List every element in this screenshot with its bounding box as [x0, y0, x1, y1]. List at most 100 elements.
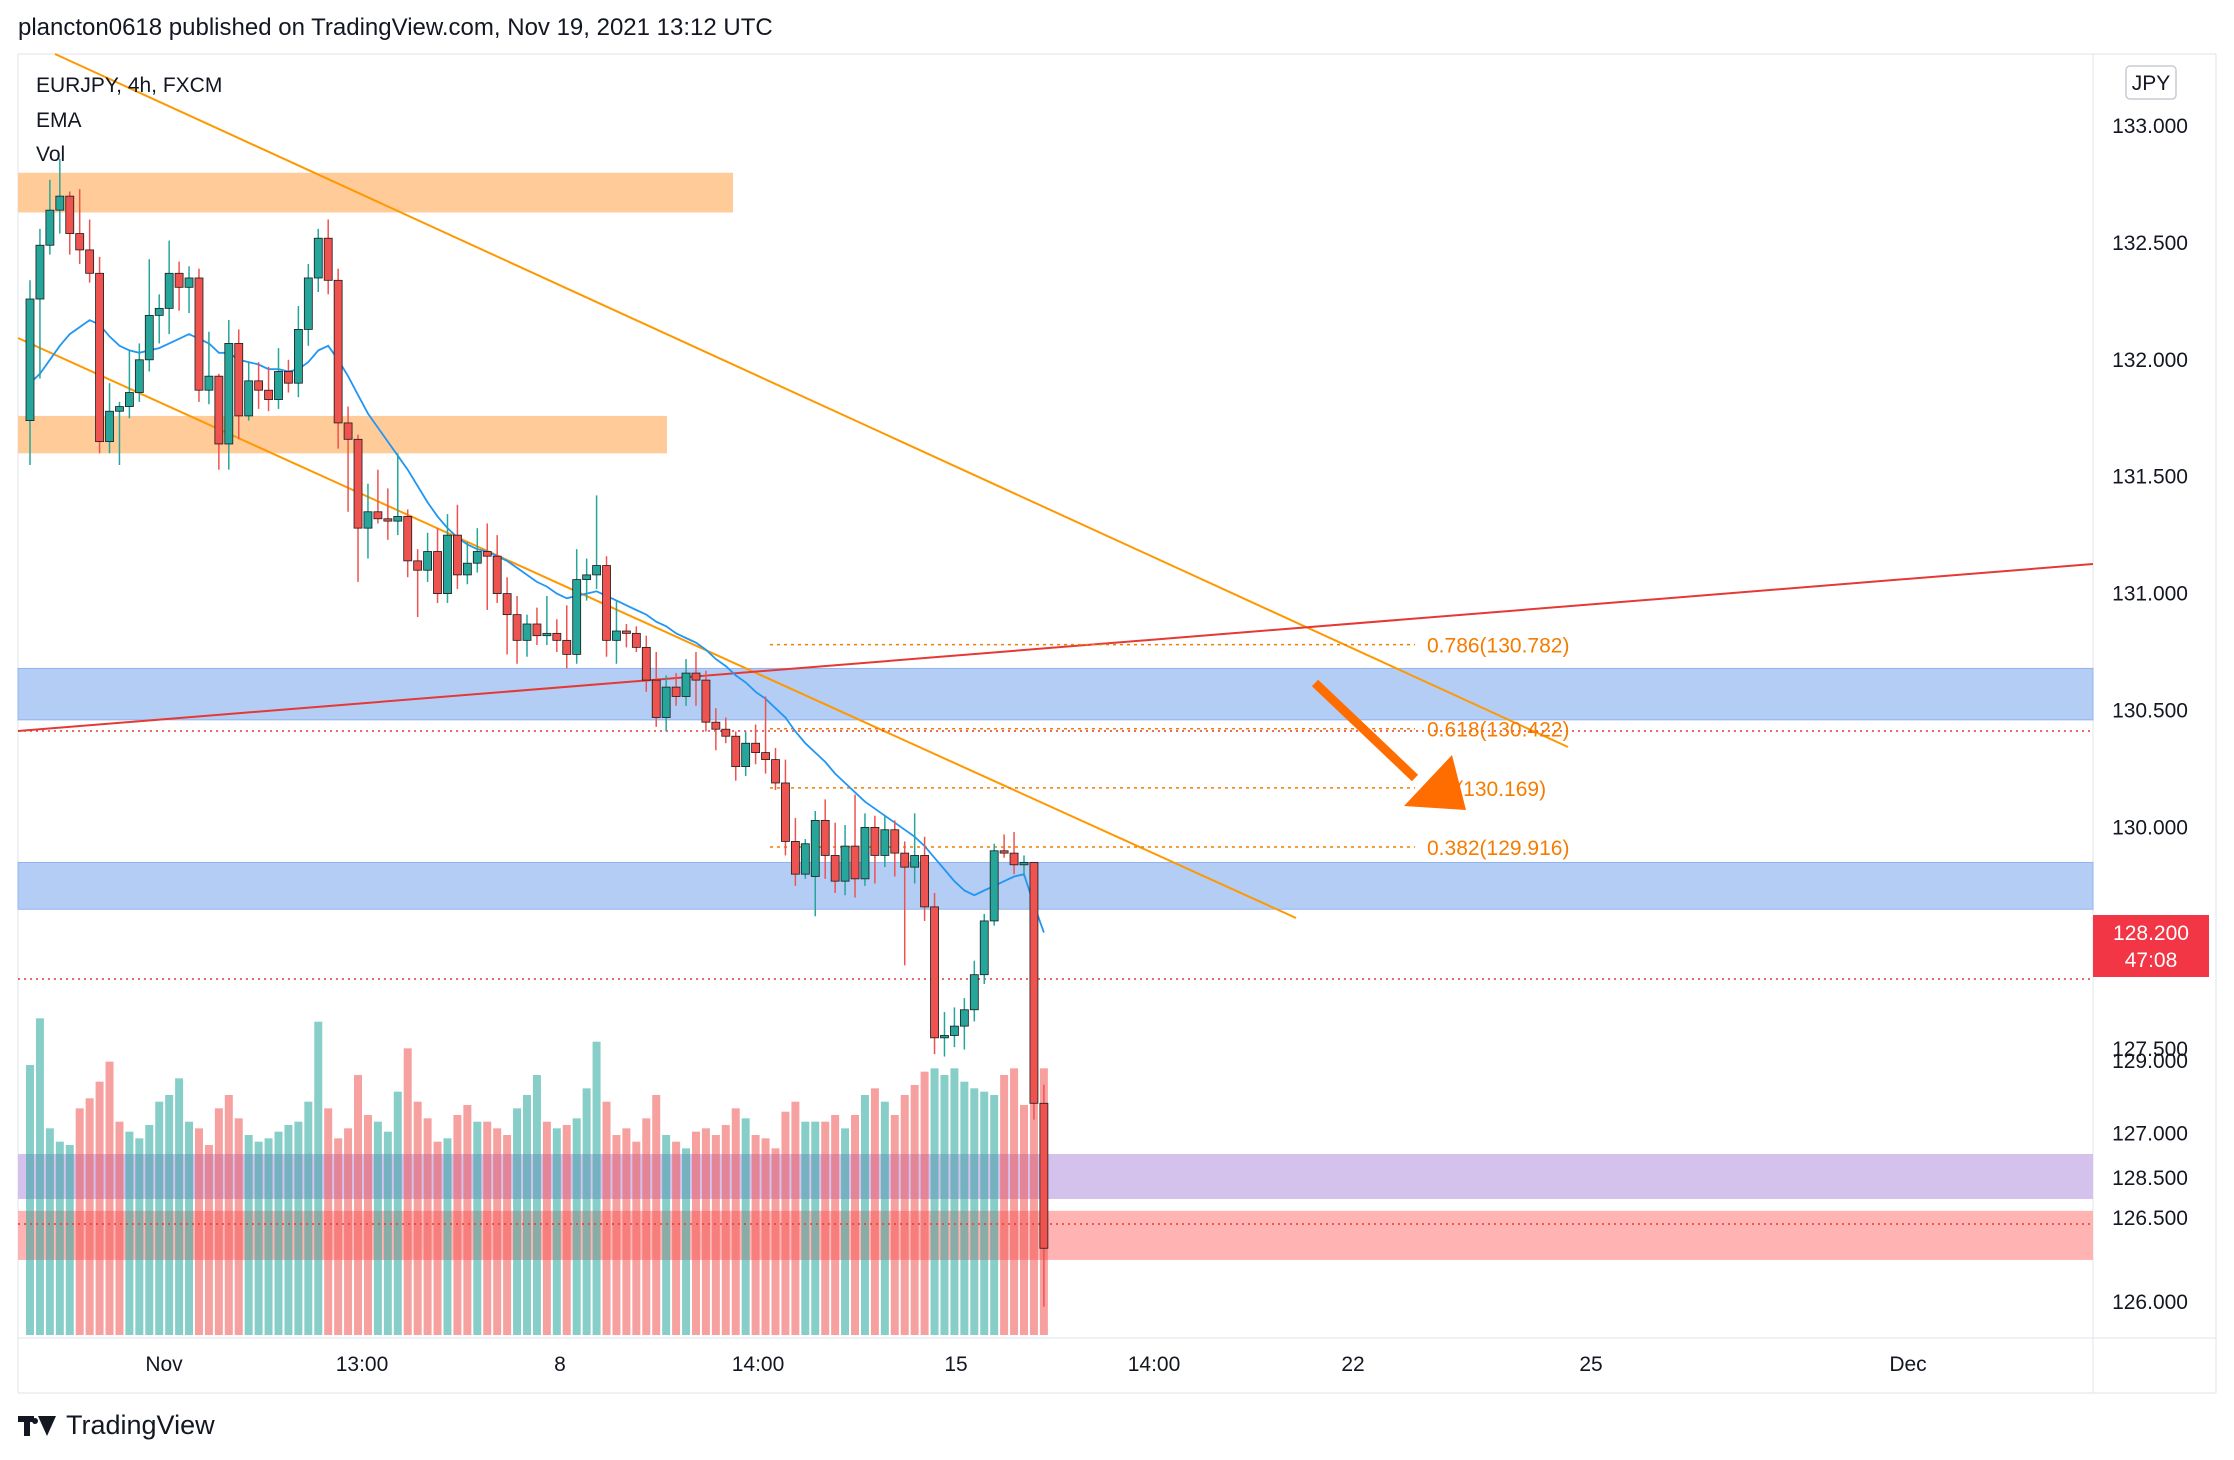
- volume-bar: [423, 1118, 432, 1335]
- volume-bar: [870, 1088, 879, 1335]
- volume-bar: [990, 1095, 999, 1335]
- volume-bar: [860, 1095, 869, 1335]
- legend-ema[interactable]: EMA: [36, 109, 82, 132]
- fib-label: 0.618(130.422): [1427, 719, 1569, 742]
- candle-body: [900, 852, 910, 868]
- volume-bar: [115, 1121, 124, 1335]
- volume-bar: [791, 1101, 800, 1335]
- candle-body: [1019, 862, 1029, 866]
- volume-bar: [562, 1125, 571, 1335]
- volume-bar: [284, 1125, 293, 1335]
- candle-body: [423, 551, 433, 571]
- fib-label: 0.382(129.916): [1427, 837, 1569, 860]
- volume-bar: [920, 1071, 929, 1335]
- volume-bar: [602, 1101, 611, 1335]
- volume-bar: [473, 1121, 482, 1335]
- volume-bar: [264, 1138, 273, 1335]
- y-tick-label: 131.500: [2112, 466, 2188, 489]
- time-axis[interactable]: Nov 13:00 8 14:00 15 14:00 22 25 Dec: [145, 1353, 1926, 1376]
- candle-body: [989, 850, 999, 922]
- volume-bar: [851, 1115, 860, 1335]
- volume-bar: [900, 1095, 909, 1335]
- volume-bar: [572, 1118, 581, 1335]
- candle-body: [850, 845, 860, 880]
- candles-layer: [25, 158, 1049, 1307]
- candle-body: [602, 565, 611, 641]
- volume-bar: [950, 1068, 959, 1335]
- candle-body: [671, 686, 681, 697]
- candle-body: [492, 555, 502, 595]
- volume-bar: [373, 1121, 382, 1335]
- candle-body: [65, 195, 75, 234]
- y-tick-label: 128.500: [2112, 1167, 2188, 1190]
- volume-bar: [970, 1088, 979, 1335]
- currency-label: JPY: [2132, 72, 2171, 95]
- candle-body: [293, 329, 303, 384]
- down-arrow-annotation[interactable]: [1311, 679, 1466, 810]
- volume-bar: [1010, 1068, 1019, 1335]
- fib-levels[interactable]: 0.786(130.782)0.618(130.422)0.5(130.169)…: [770, 635, 1569, 860]
- y-tick-label: 126.000: [2112, 1291, 2188, 1314]
- volume-bar: [1000, 1075, 1009, 1335]
- candle-body: [303, 277, 313, 330]
- candle-body: [134, 359, 144, 393]
- volume-bar: [890, 1115, 899, 1335]
- brand-name: TradingView: [66, 1410, 215, 1440]
- legend-symbol[interactable]: EURJPY, 4h, FXCM: [36, 74, 222, 97]
- candle-body: [731, 735, 741, 768]
- volume-bar: [532, 1075, 541, 1335]
- volume-bar: [711, 1135, 720, 1335]
- y-tick-label: 126.500: [2112, 1207, 2188, 1230]
- candle-body: [174, 272, 184, 288]
- candle-body: [612, 630, 621, 641]
- candle-body: [771, 759, 780, 784]
- candle-body: [959, 1009, 969, 1027]
- candle-body: [75, 233, 85, 251]
- volume-bar: [75, 1108, 84, 1335]
- candle-body: [284, 371, 293, 384]
- zone-resistance-3: [17, 861, 2094, 910]
- volume-bar: [542, 1121, 551, 1335]
- candle-body: [373, 511, 383, 520]
- volume-bar: [185, 1121, 194, 1335]
- candle-body: [234, 343, 244, 417]
- candle-body: [184, 277, 194, 288]
- candle-body: [512, 614, 522, 641]
- volume-layer: [26, 1018, 1048, 1335]
- candle-body: [781, 782, 790, 842]
- legend-vol[interactable]: Vol: [36, 143, 65, 166]
- candle-body: [681, 672, 691, 697]
- volume-bar: [771, 1148, 780, 1335]
- candle-body: [1029, 862, 1039, 1104]
- trendline-red[interactable]: [17, 563, 2094, 732]
- volume-bar: [503, 1135, 512, 1335]
- volume-bar: [691, 1131, 700, 1335]
- price-axis[interactable]: JPY 133.000 132.500 132.000 131.500 131.000 1…: [2112, 65, 2188, 1314]
- volume-bar: [682, 1148, 691, 1335]
- zone-resistance-2: [17, 667, 2094, 721]
- candle-body: [214, 375, 224, 445]
- candle-body: [105, 410, 114, 443]
- volume-bar: [135, 1138, 144, 1335]
- volume-bar: [45, 1128, 54, 1335]
- volume-bar: [582, 1088, 591, 1335]
- candle-body: [582, 574, 592, 580]
- x-tick-label: 25: [1579, 1353, 1602, 1376]
- candle-body: [313, 237, 323, 279]
- channel-upper-line[interactable]: [54, 53, 1569, 748]
- candle-body: [880, 829, 890, 856]
- currency-badge[interactable]: [2125, 65, 2177, 100]
- volume-bar: [483, 1121, 492, 1335]
- candle-body: [144, 314, 154, 361]
- volume-bar: [493, 1128, 502, 1335]
- volume-bar: [463, 1105, 472, 1335]
- volume-bar: [145, 1125, 154, 1335]
- candle-body: [383, 518, 393, 522]
- y-tick-label: 127.500: [2112, 1038, 2188, 1061]
- volume-bar: [433, 1141, 442, 1335]
- volume-bar: [741, 1118, 750, 1335]
- candle-body: [443, 534, 452, 595]
- candle-body: [363, 511, 373, 529]
- x-tick-label: 8: [554, 1353, 566, 1376]
